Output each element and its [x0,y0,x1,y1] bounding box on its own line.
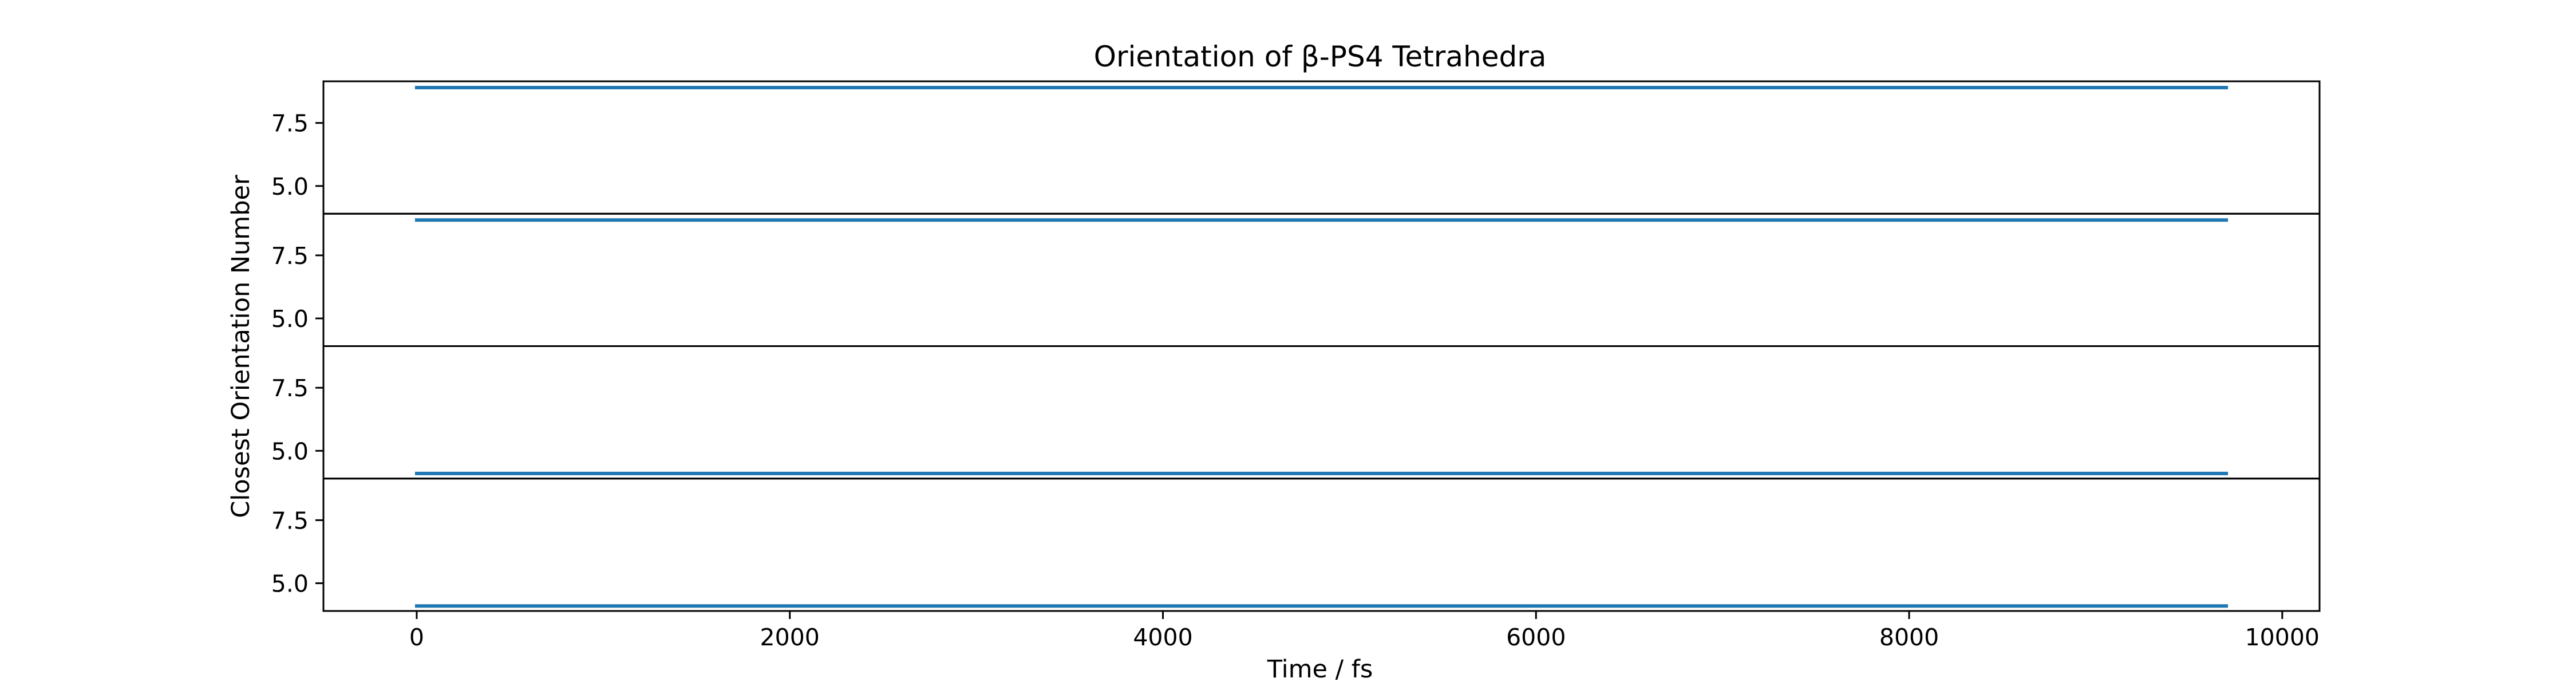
x-tick-label-4: 6000 [1506,624,1566,651]
plot-area: 5.0 7.5 5.0 7.5 5.0 7.5 5.0 7.5 0 2000 4000 6000 800… [271,80,2321,651]
chart-title: Orientation of β-PS4 Tetrahedra [1094,40,1547,73]
x-tick-label-3: 4000 [1133,624,1192,651]
x-tick-label-2: 2000 [760,624,820,651]
x-axis-label: Time / fs [1267,655,1373,684]
x-tick-label-1: 0 [409,624,424,651]
y-tick-label-4-2: 7.5 [271,507,309,534]
y-tick-label-1-2: 7.5 [271,110,309,137]
y-tick-label-3-2: 7.5 [271,374,309,402]
y-tick-label-2-1: 5.0 [271,305,309,333]
y-tick-label-4-1: 5.0 [271,570,309,598]
y-axis-label: Closest Orientation Number [227,175,255,518]
y-tick-label-1-1: 5.0 [271,173,309,200]
subplot-frame-4 [322,478,2321,612]
x-tick-label-6: 10000 [2245,624,2320,651]
x-tick-label-5: 8000 [1879,624,1939,651]
y-tick-label-3-1: 5.0 [271,437,309,465]
y-tick-label-2-2: 7.5 [271,242,309,270]
